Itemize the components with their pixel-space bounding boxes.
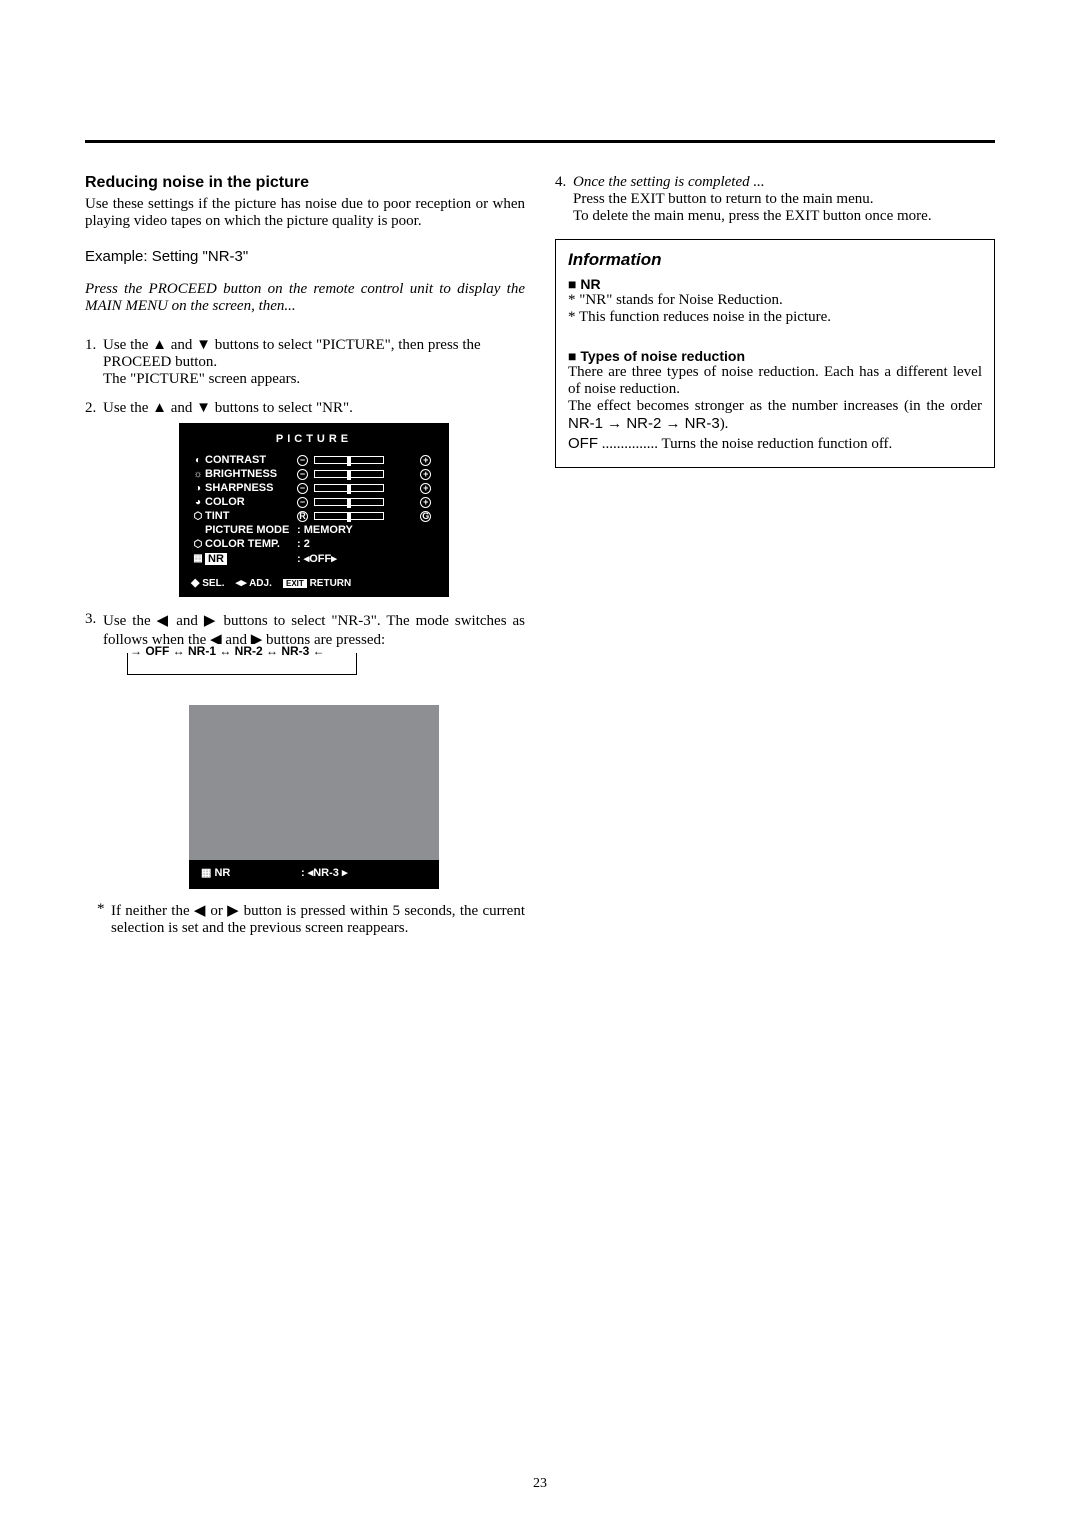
step-number: 4. bbox=[555, 174, 566, 191]
slider-bar bbox=[314, 484, 384, 492]
color-label: COLOR bbox=[205, 495, 297, 509]
nr-icon: ▦ bbox=[201, 867, 211, 879]
g-icon: G bbox=[420, 511, 431, 522]
step-text: Use the ▲ and ▼ buttons to select "NR". bbox=[103, 400, 353, 416]
tint-label: TINT bbox=[205, 509, 297, 523]
step-number: 1. bbox=[85, 337, 96, 354]
types-paragraph: There are three types of noise reduction… bbox=[568, 364, 982, 398]
types-text: The effect becomes stronger as the numbe… bbox=[568, 398, 982, 414]
step-1: 1. Use the ▲ and ▼ buttons to select "PI… bbox=[85, 337, 525, 388]
plus-icon: + bbox=[420, 483, 431, 494]
off-desc: Turns the noise reduction function off. bbox=[661, 436, 892, 452]
step-2: 2. Use the ▲ and ▼ buttons to select "NR… bbox=[85, 400, 525, 597]
horizontal-rule bbox=[85, 140, 995, 143]
off-line: OFF ............... Turns the noise redu… bbox=[568, 435, 982, 453]
picture-mode-value: : MEMORY bbox=[297, 523, 437, 537]
types-subheading: ■ Types of noise reduction bbox=[568, 348, 982, 364]
plus-icon: + bbox=[420, 497, 431, 508]
nr-value: : ◂OFF▸ bbox=[297, 551, 437, 566]
step-3: 3. Use the ◀ and ▶ buttons to select "NR… bbox=[85, 611, 525, 889]
example-label: Example: Setting "NR-3" bbox=[85, 248, 525, 265]
step-text: Use the ▲ and ▼ buttons to select "PICTU… bbox=[103, 337, 481, 370]
intro-paragraph: Use these settings if the picture has no… bbox=[85, 196, 525, 230]
slider-bar bbox=[314, 512, 384, 520]
brightness-label: BRIGHTNESS bbox=[205, 467, 297, 481]
colortemp-icon: ⬡ bbox=[191, 537, 205, 551]
footer-adj: ADJ. bbox=[249, 578, 272, 589]
minus-icon: − bbox=[297, 455, 308, 466]
step-italic: Once the setting is completed ... bbox=[573, 174, 765, 190]
minus-icon: − bbox=[297, 469, 308, 480]
sharpness-icon: ◑ bbox=[191, 481, 205, 495]
step-4: 4. Once the setting is completed ... Pre… bbox=[555, 174, 995, 225]
step-number: 2. bbox=[85, 400, 96, 417]
contrast-icon: ◐ bbox=[191, 453, 205, 467]
info-line: * This function reduces noise in the pic… bbox=[568, 309, 982, 326]
contrast-label: CONTRAST bbox=[205, 453, 297, 467]
footer-return: RETURN bbox=[310, 578, 352, 589]
menu-title: PICTURE bbox=[191, 433, 437, 445]
exit-icon: EXIT bbox=[283, 579, 307, 588]
off-label: OFF bbox=[568, 435, 598, 452]
nr-icon: ▦ bbox=[191, 551, 205, 566]
types-end: ). bbox=[720, 416, 729, 432]
section-heading: Reducing noise in the picture bbox=[85, 174, 525, 192]
information-box: Information ■ NR * "NR" stands for Noise… bbox=[555, 239, 995, 468]
nr-preview-menu: ▦ NR : ◂NR-3 ▸ bbox=[189, 705, 439, 889]
nr-label: NR bbox=[214, 867, 230, 879]
plus-icon: + bbox=[420, 469, 431, 480]
right-column: 4. Once the setting is completed ... Pre… bbox=[555, 174, 995, 937]
step-text: Press the EXIT button to return to the m… bbox=[573, 191, 874, 207]
minus-icon: − bbox=[297, 497, 308, 508]
picture-menu: PICTURE ◐ CONTRAST − + ☼ BRIGHTNESS − bbox=[179, 423, 449, 597]
types-sequence: NR-1 → NR-2 → NR-3 bbox=[568, 415, 720, 432]
slider-bar bbox=[314, 456, 384, 464]
nr-subheading: ■ NR bbox=[568, 276, 982, 292]
cycle-sequence: → OFF ↔ NR-1 ↔ NR-2 ↔ NR-3 ← bbox=[128, 644, 327, 658]
info-line: * "NR" stands for Noise Reduction. bbox=[568, 292, 982, 309]
step-text: The "PICTURE" screen appears. bbox=[103, 371, 300, 387]
types-paragraph: The effect becomes stronger as the numbe… bbox=[568, 398, 982, 433]
picture-mode-label: PICTURE MODE bbox=[205, 523, 297, 537]
sharpness-label: SHARPNESS bbox=[205, 481, 297, 495]
off-dots: ............... bbox=[598, 436, 661, 452]
footer-sel: SEL. bbox=[202, 578, 224, 589]
prep-instruction: Press the PROCEED button on the remote c… bbox=[85, 281, 525, 315]
plus-icon: + bbox=[420, 455, 431, 466]
left-column: Reducing noise in the picture Use these … bbox=[85, 174, 525, 937]
colortemp-value: : 2 bbox=[297, 537, 437, 551]
step-number: 3. bbox=[85, 611, 96, 628]
nr-highlighted-label: NR bbox=[205, 553, 227, 565]
minus-icon: − bbox=[297, 483, 308, 494]
information-title: Information bbox=[568, 250, 982, 270]
step-text: To delete the main menu, press the EXIT … bbox=[573, 208, 932, 224]
color-icon: ◕ bbox=[191, 495, 205, 509]
r-icon: R bbox=[297, 511, 308, 522]
slider-bar bbox=[314, 498, 384, 506]
nr-value: : ◂NR-3 ▸ bbox=[301, 866, 348, 879]
menu-footer: ◆ SEL. ◂▸ ADJ. EXIT RETURN bbox=[191, 576, 437, 589]
page-number: 23 bbox=[0, 1476, 1080, 1492]
asterisk: * bbox=[97, 901, 105, 918]
footnote: * If neither the ◀ or ▶ button is presse… bbox=[85, 901, 525, 937]
brightness-icon: ☼ bbox=[191, 467, 205, 481]
slider-bar bbox=[314, 470, 384, 478]
tint-icon: ⬡ bbox=[191, 509, 205, 523]
cycle-box: → OFF ↔ NR-1 ↔ NR-2 ↔ NR-3 ← bbox=[127, 653, 357, 675]
preview-area bbox=[189, 705, 439, 860]
footnote-text: If neither the ◀ or ▶ button is pressed … bbox=[111, 903, 525, 936]
colortemp-label: COLOR TEMP. bbox=[205, 537, 297, 551]
